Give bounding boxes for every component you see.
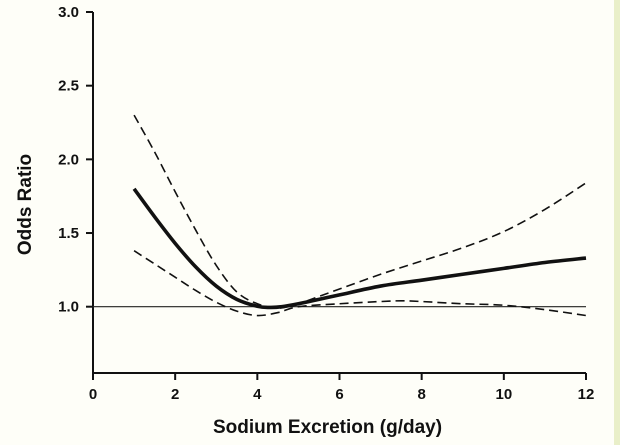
x-tick-label: 12 <box>578 386 595 403</box>
y-tick-label: 3.0 <box>58 4 79 21</box>
x-tick-label: 6 <box>335 386 343 403</box>
y-tick-label: 2.5 <box>58 78 79 95</box>
x-ticks: 0 2 4 6 8 10 12 <box>89 373 595 403</box>
y-tick-label: 1.0 <box>58 299 79 316</box>
series-line-lower-ci <box>133 250 587 317</box>
y-tick-label: 2.0 <box>58 151 79 168</box>
series-line-estimate <box>132 187 587 310</box>
x-tick-label: 0 <box>89 386 97 403</box>
x-tick-label: 10 <box>495 386 512 403</box>
x-tick-label: 2 <box>171 386 179 403</box>
y-axis-title: Odds Ratio <box>15 154 36 255</box>
series-line-upper-ci <box>133 114 587 309</box>
series-group <box>132 114 587 317</box>
y-ticks: 1.0 1.5 2.0 2.5 3.0 <box>58 4 93 316</box>
y-tick-label: 1.5 <box>58 225 79 242</box>
x-tick-label: 4 <box>253 386 262 403</box>
x-axis-title: Sodium Excretion (g/day) <box>213 417 442 438</box>
x-tick-label: 8 <box>417 386 425 403</box>
axes <box>92 12 586 374</box>
